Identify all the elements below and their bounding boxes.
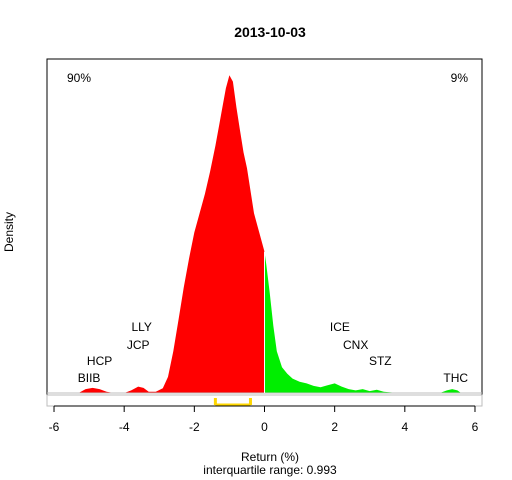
negative-density-area (78, 75, 265, 393)
ticker-label: THC (443, 371, 468, 385)
ticker-label: CNX (343, 338, 368, 352)
x-tick-label: -6 (49, 420, 60, 434)
ticker-label: BIIB (78, 371, 101, 385)
x-tick-label: -4 (119, 420, 130, 434)
pct-negative-label: 90% (67, 71, 91, 85)
positive-density-area (264, 251, 461, 393)
ticker-label: LLY (131, 320, 151, 334)
x-tick-label: -2 (189, 420, 200, 434)
x-axis-label: Return (%) (241, 450, 299, 464)
chart-title: 2013-10-03 (234, 24, 306, 40)
ticker-label: JCP (127, 338, 150, 352)
ticker-label: ICE (330, 320, 350, 334)
ticker-label: STZ (369, 354, 392, 368)
iqr-caption: interquartile range: 0.993 (203, 463, 337, 477)
x-tick-label: 6 (472, 420, 479, 434)
y-axis-label: Density (2, 212, 16, 252)
pct-positive-label: 9% (451, 71, 469, 85)
ticker-label: HCP (87, 354, 112, 368)
rug-strip (46, 394, 483, 407)
x-tick-label: 4 (401, 420, 408, 434)
iqr-bracket (213, 398, 252, 407)
x-tick-label: 2 (331, 420, 338, 434)
x-tick-label: 0 (261, 420, 268, 434)
x-axis: -6 -4 -2 0 2 4 6 (49, 405, 479, 434)
